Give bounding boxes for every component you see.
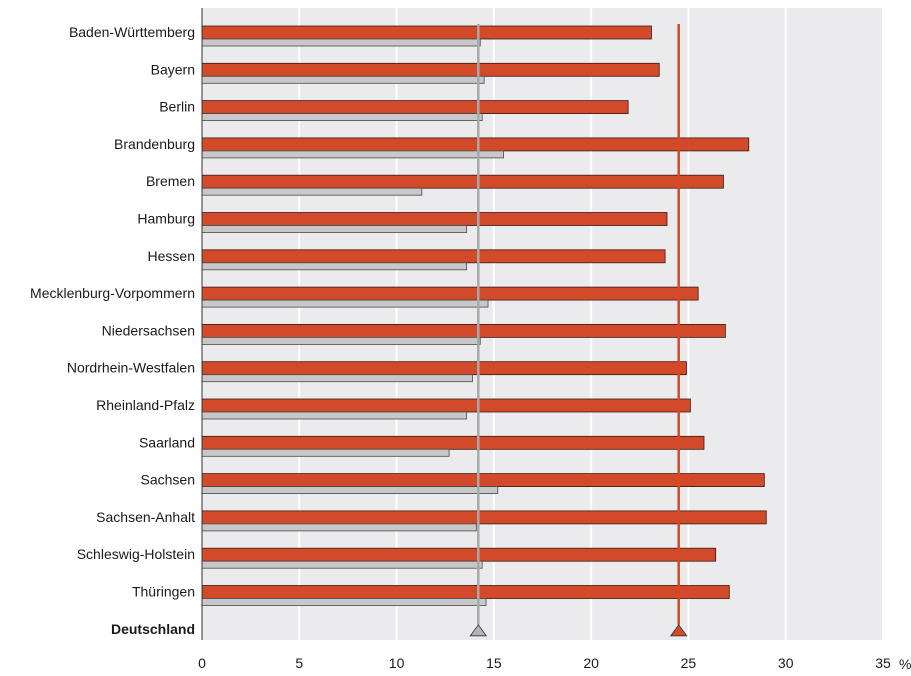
bar-series1 <box>201 435 705 450</box>
bar-series2 <box>201 299 489 308</box>
reference-marker-series1 <box>669 624 688 637</box>
bar-series1 <box>201 361 687 376</box>
category-label: Sachsen <box>141 472 195 488</box>
bar-series2 <box>201 113 483 121</box>
category-label: Hamburg <box>137 211 195 227</box>
category-label: Nordrhein-Westfalen <box>67 360 195 376</box>
bar-series1 <box>201 25 652 40</box>
bar-series1 <box>201 174 724 189</box>
bar-series1 <box>201 510 767 525</box>
bar-series1 <box>201 585 730 599</box>
bar-series2 <box>201 262 468 271</box>
x-tick-label: 20 <box>583 655 599 671</box>
category-label: Mecklenburg-Vorpommern <box>30 285 195 301</box>
bar-series2 <box>201 448 450 457</box>
x-tick-label: 30 <box>778 655 794 671</box>
category-label: Thüringen <box>132 584 195 600</box>
category-label: Brandenburg <box>114 136 195 152</box>
bar-series1 <box>201 212 668 226</box>
bar-series2 <box>201 374 473 383</box>
bar-series1 <box>201 62 660 77</box>
bar-series1 <box>201 100 629 114</box>
category-label: Berlin <box>159 99 195 115</box>
bar-series2 <box>201 523 477 532</box>
category-label: Bayern <box>151 61 195 77</box>
x-tick-label: 15 <box>486 655 502 671</box>
category-label: Schleswig-Holstein <box>77 546 195 562</box>
bar-series2 <box>201 336 481 345</box>
category-label: Baden-Württemberg <box>69 24 195 40</box>
bar-series2 <box>201 560 483 569</box>
bar-series1 <box>201 323 726 338</box>
category-label: Saarland <box>139 434 195 450</box>
category-label: Bremen <box>146 173 195 189</box>
bar-series2 <box>201 411 468 420</box>
bar-series1 <box>201 137 750 152</box>
summary-category-label: Deutschland <box>111 621 195 637</box>
bar-series2 <box>201 225 468 233</box>
bar-series1 <box>201 547 717 562</box>
bar-series2 <box>201 486 499 495</box>
x-unit-label: % <box>899 656 911 672</box>
x-tick-label: 5 <box>295 655 303 671</box>
bar-series1 <box>201 398 691 413</box>
x-tick-label: 35 <box>875 655 891 671</box>
bar-series2 <box>201 150 504 159</box>
bar-series2 <box>201 38 481 47</box>
reference-marker-series2 <box>469 624 488 637</box>
bar-series2 <box>201 187 423 196</box>
bar-series1 <box>201 249 666 264</box>
category-label: Sachsen-Anhalt <box>96 509 195 525</box>
bar-series1 <box>201 286 699 301</box>
bar-series2 <box>201 75 485 84</box>
category-label: Niedersachsen <box>102 322 195 338</box>
category-label: Rheinland-Pfalz <box>96 397 195 413</box>
x-tick-label: 25 <box>681 655 697 671</box>
bar-series1 <box>201 473 765 488</box>
x-tick-label: 0 <box>198 655 206 671</box>
category-label: Hessen <box>148 248 195 264</box>
bar-series2 <box>201 598 487 606</box>
x-tick-label: 10 <box>389 655 405 671</box>
